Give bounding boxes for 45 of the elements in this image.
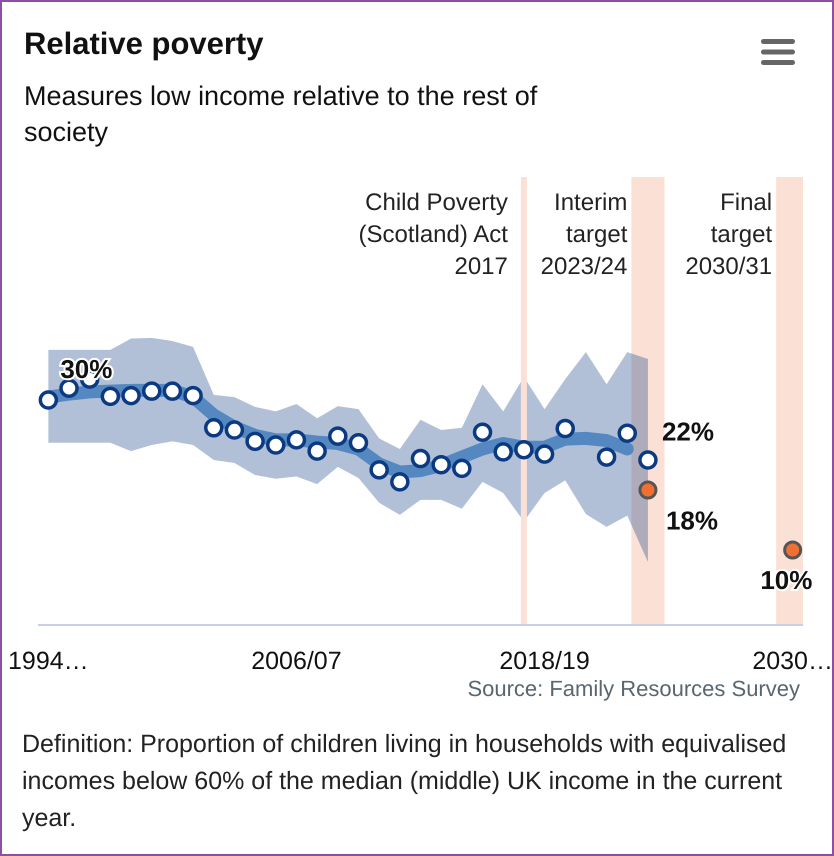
point bbox=[142, 381, 162, 401]
point bbox=[100, 386, 120, 406]
point bbox=[638, 450, 658, 470]
point bbox=[162, 381, 182, 401]
point bbox=[390, 472, 410, 492]
annotation: 18% bbox=[666, 506, 718, 536]
point bbox=[452, 458, 472, 478]
point bbox=[472, 422, 492, 442]
point bbox=[266, 435, 286, 455]
point bbox=[348, 433, 368, 453]
text: Final target 2030/31 bbox=[685, 189, 772, 280]
point bbox=[618, 423, 638, 443]
point bbox=[638, 480, 658, 500]
x-tick-label: 1994… bbox=[8, 647, 89, 675]
x-tick-label: 2030… bbox=[752, 647, 833, 675]
point bbox=[204, 418, 224, 438]
point bbox=[224, 420, 244, 440]
point bbox=[38, 390, 58, 410]
chart-subtitle: Measures low income relative to the rest of society bbox=[24, 80, 538, 149]
point bbox=[431, 454, 451, 474]
chart-title: Relative poverty bbox=[24, 26, 264, 62]
point bbox=[410, 448, 430, 468]
annotation: 30% bbox=[60, 354, 112, 384]
point bbox=[307, 441, 327, 461]
text: Child Poverty (Scotland) Act 2017 bbox=[358, 189, 508, 280]
point bbox=[596, 447, 616, 467]
point bbox=[121, 386, 141, 406]
text: Interim target 2023/24 bbox=[540, 189, 628, 280]
point bbox=[493, 442, 513, 462]
annotation: 22% bbox=[662, 416, 714, 448]
point bbox=[245, 432, 265, 452]
point bbox=[59, 378, 79, 398]
annotation: 10% bbox=[760, 565, 812, 596]
x-tick-label: 2006/07 bbox=[251, 647, 342, 675]
point bbox=[286, 430, 306, 450]
point bbox=[555, 418, 575, 438]
point bbox=[783, 540, 802, 560]
text: Definition: Proportion of children living in households with equivalised incomes below 60% of the median (middle) UK income in the current year. bbox=[22, 729, 788, 834]
source-note: Source: Family Resources Survey bbox=[467, 676, 800, 702]
point bbox=[534, 444, 554, 464]
point bbox=[514, 440, 534, 460]
point bbox=[328, 426, 348, 446]
point bbox=[183, 386, 203, 406]
x-tick-label: 2018/19 bbox=[499, 647, 590, 675]
point bbox=[369, 460, 389, 480]
